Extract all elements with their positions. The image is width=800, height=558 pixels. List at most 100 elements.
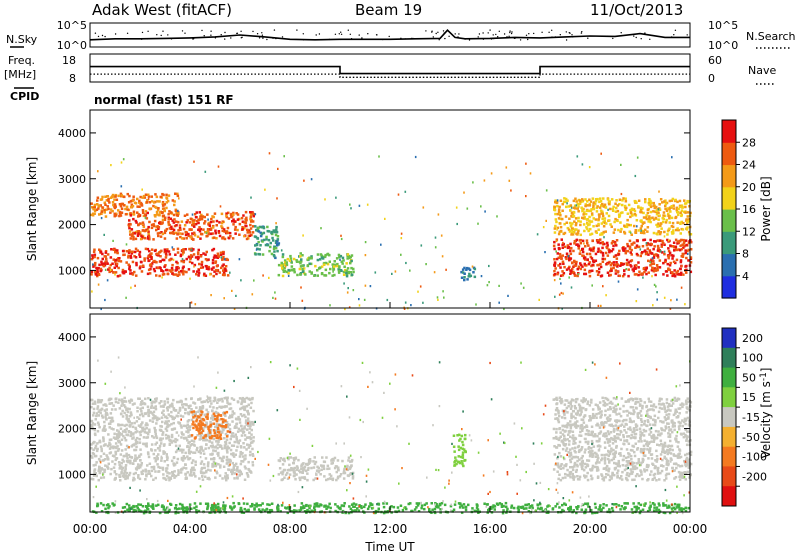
range-time-cell (652, 210, 655, 213)
range-time-cell (139, 441, 142, 444)
range-time-cell (135, 428, 138, 431)
range-time-cell (673, 463, 676, 466)
range-time-cell (351, 274, 354, 277)
range-time-cell (131, 456, 134, 459)
range-time-scatter (600, 153, 602, 155)
range-time-cell (108, 403, 111, 406)
range-time-cell (154, 443, 157, 446)
range-time-cell (189, 474, 192, 477)
range-time-cell (606, 403, 609, 406)
range-time-cell (566, 222, 569, 225)
range-time-cell (142, 265, 145, 268)
range-time-cell (162, 473, 165, 476)
range-time-cell (175, 266, 178, 269)
range-time-cell (613, 462, 616, 465)
range-time-cell (168, 224, 171, 227)
range-time-cell (212, 444, 215, 447)
range-time-cell (166, 459, 169, 462)
noise-search-point (104, 36, 105, 37)
noise-search-point (348, 30, 349, 31)
range-time-cell (259, 244, 262, 247)
range-time-cell (289, 260, 292, 263)
range-time-cell (676, 211, 679, 214)
range-time-cell (195, 420, 198, 423)
range-time-cell (562, 433, 565, 436)
range-time-cell (219, 457, 222, 460)
range-time-cell (559, 214, 562, 217)
range-time-cell (125, 464, 128, 467)
range-time-cell (121, 459, 124, 462)
range-time-cell (349, 473, 352, 476)
range-time-scatter (177, 210, 179, 212)
range-time-scatter (193, 161, 195, 163)
range-time-cell (662, 214, 665, 217)
range-time-cell (118, 440, 121, 443)
range-time-cell (643, 232, 646, 235)
range-time-cell (647, 226, 650, 229)
noise-search-point (182, 30, 183, 31)
noise-tick-top-left: 10^5 (57, 19, 87, 32)
range-time-scatter (437, 299, 439, 301)
range-time-cell (668, 217, 671, 220)
range-time-cell (163, 444, 166, 447)
range-time-cell (205, 443, 208, 446)
range-time-cell (217, 254, 220, 257)
range-time-cell (679, 465, 682, 468)
range-time-cell (209, 405, 212, 408)
range-time-cell (654, 466, 657, 469)
range-time-scatter (467, 208, 469, 210)
range-time-cell (338, 254, 341, 257)
range-time-cell (638, 200, 641, 203)
range-time-cell (130, 414, 133, 417)
range-time-cell (606, 244, 609, 247)
range-time-cell (265, 238, 268, 241)
range-time-cell (604, 217, 607, 220)
range-time-cell (660, 453, 663, 456)
range-time-cell (572, 410, 575, 413)
range-time-scatter (671, 156, 673, 158)
range-time-cell (93, 412, 96, 415)
range-time-cell (602, 241, 605, 244)
range-time-cell (193, 472, 196, 475)
noise-search-point (499, 31, 500, 32)
range-time-scatter (410, 304, 412, 306)
range-time-cell (200, 233, 203, 236)
range-time-cell (144, 213, 147, 216)
range-time-cell (649, 473, 652, 476)
range-time-cell (100, 409, 103, 412)
noise-search-point (489, 29, 490, 30)
range-time-scatter (417, 291, 419, 293)
range-time-cell (329, 268, 332, 271)
range-time-cell (591, 450, 594, 453)
range-time-scatter (658, 191, 660, 193)
range-time-cell (241, 428, 244, 431)
range-time-cell (190, 408, 193, 411)
range-time-cell (663, 479, 666, 482)
range-time-scatter (182, 253, 184, 255)
range-time-cell (667, 257, 670, 260)
range-time-cell (181, 451, 184, 454)
range-time-cell (176, 237, 179, 240)
range-time-cell (103, 453, 106, 456)
range-time-cell (553, 270, 556, 273)
range-time-cell (136, 410, 139, 413)
range-time-cell (147, 433, 150, 436)
range-time-cell (308, 459, 311, 462)
range-time-cell (281, 262, 284, 265)
range-time-cell (239, 421, 242, 424)
range-time-cell (92, 449, 95, 452)
range-time-cell (559, 253, 562, 256)
noise-search-point (636, 37, 637, 38)
range-time-cell (210, 218, 213, 221)
range-time-cell (223, 425, 226, 428)
range-time-cell (640, 227, 643, 230)
range-time-cell (201, 411, 204, 414)
range-time-cell (276, 231, 279, 234)
range-time-cell (322, 465, 325, 468)
range-time-scatter (405, 262, 407, 264)
range-time-cell (209, 431, 212, 434)
range-time-cell (580, 234, 583, 237)
range-time-cell (579, 224, 582, 227)
range-time-cell (113, 198, 116, 201)
range-time-cell (290, 467, 293, 470)
